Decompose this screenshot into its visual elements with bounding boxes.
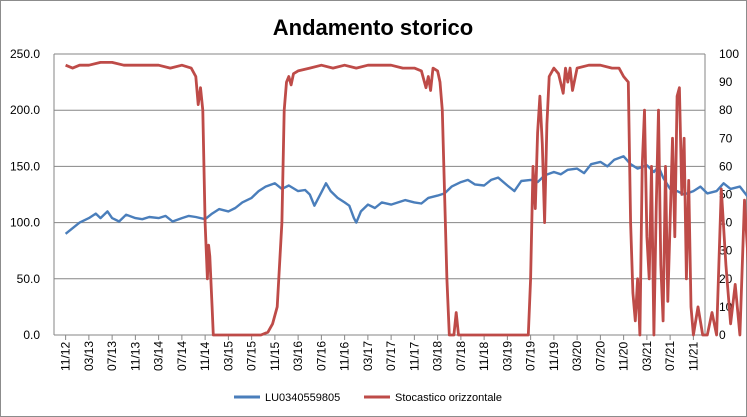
series-lines (64, 61, 747, 337)
x-tick-label: 07/21 (663, 341, 677, 371)
chart-title: Andamento storico (273, 15, 473, 40)
x-tick-label: 03/16 (291, 341, 305, 371)
y-axis-left-labels: 0.0 50.0 100.0 150.0 200.0 250.0 (10, 47, 40, 342)
x-tick-label: 11/14 (198, 342, 212, 371)
x-tick-label: 11/16 (338, 342, 352, 371)
x-tick-label: 11/17 (407, 342, 421, 371)
y-left-tick-label: 50.0 (17, 272, 41, 286)
legend-label: LU0340559805 (265, 392, 340, 404)
x-tick-label: 03/15 (221, 341, 235, 371)
x-tick-label: 11/19 (547, 342, 561, 371)
x-tick-label: 07/18 (454, 341, 468, 371)
y-left-tick-label: 100.0 (10, 216, 40, 230)
y-right-tick-label: 0 (719, 328, 726, 342)
legend-label: Stocastico orizzontale (395, 392, 502, 404)
y-right-tick-label: 60 (719, 159, 733, 173)
y-right-tick-label: 70 (719, 131, 733, 145)
x-tick-label: 03/19 (500, 341, 514, 371)
x-tick-label: 03/13 (82, 341, 96, 371)
y-left-tick-label: 150.0 (10, 159, 40, 173)
x-tick-label: 07/13 (105, 341, 119, 371)
x-tick-label: 03/18 (431, 341, 445, 371)
y-left-tick-label: 200.0 (10, 103, 40, 117)
x-axis-labels: 11/12 03/13 07/13 11/13 03/14 07/14 11/14 03/15… (59, 341, 701, 371)
x-tick-label: 07/19 (524, 341, 538, 371)
x-tick-label: 07/16 (314, 341, 328, 371)
x-tick-label: 11/13 (128, 342, 142, 371)
y-right-tick-label: 90 (719, 75, 733, 89)
x-tick-label: 11/18 (477, 342, 491, 371)
x-tick-label: 11/15 (268, 342, 282, 371)
x-tick-label: 11/12 (59, 342, 73, 371)
x-tick-label: 07/20 (593, 341, 607, 371)
series-line-1 (64, 155, 747, 235)
x-tick-label: 03/17 (361, 341, 375, 371)
x-tick-label: 03/20 (570, 341, 584, 371)
x-tick-label: 03/21 (640, 341, 654, 371)
y-right-tick-label: 80 (719, 103, 733, 117)
x-tick-label: 07/15 (245, 341, 259, 371)
y-left-tick-label: 0.0 (23, 328, 40, 342)
series-line-2 (65, 61, 747, 337)
grid-lines (54, 53, 705, 336)
x-tick-label: 11/20 (617, 342, 631, 371)
y-right-tick-label: 100 (719, 47, 739, 61)
x-tick-label: 11/21 (686, 342, 700, 371)
x-tick-label: 07/14 (175, 341, 189, 371)
axes (53, 54, 706, 340)
y-left-tick-label: 250.0 (10, 47, 40, 61)
legend: LU0340559805 Stocastico orizzontale (234, 392, 502, 404)
x-tick-label: 03/14 (152, 341, 166, 371)
x-tick-label: 07/17 (384, 341, 398, 371)
